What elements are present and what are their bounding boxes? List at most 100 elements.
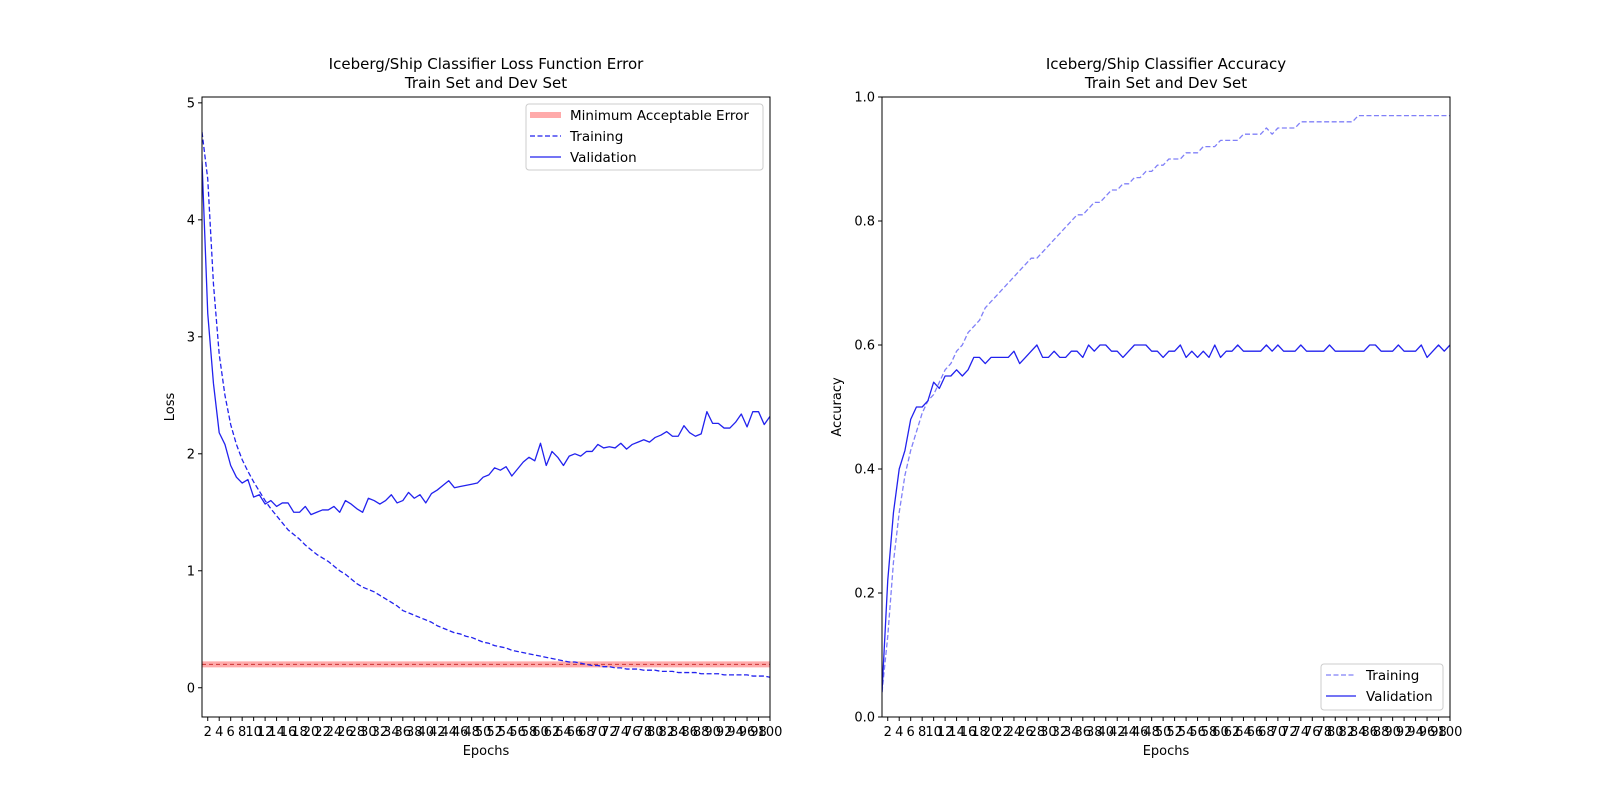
x-tick-label: 70 — [1270, 725, 1287, 740]
y-tick-label: 0 — [187, 681, 195, 696]
accuracy-chart-title-line2: Train Set and Dev Set — [1084, 74, 1247, 92]
x-tick-label: 26 — [1017, 725, 1034, 740]
x-tick-label: 88 — [1373, 725, 1390, 740]
x-tick-label: 96 — [1419, 725, 1436, 740]
x-tick-label: 42 — [1109, 725, 1126, 740]
y-tick-label: 4 — [187, 213, 195, 228]
y-tick-label: 0.8 — [854, 215, 875, 230]
x-tick-label: 50 — [1155, 725, 1172, 740]
accuracy-chart-legend: Training Validation — [1320, 663, 1444, 711]
x-tick-label: 72 — [1281, 725, 1298, 740]
x-tick-label: 12 — [937, 725, 954, 740]
accuracy-chart-ylabel: Accuracy — [830, 377, 845, 437]
accuracy-chart: Iceberg/Ship Classifier Accuracy Train S… — [830, 55, 1462, 759]
x-tick-label: 20 — [983, 725, 1000, 740]
x-tick-label: 30 — [1040, 725, 1057, 740]
x-tick-label: 58 — [1201, 725, 1218, 740]
x-tick-label: 40 — [417, 725, 434, 740]
x-tick-label: 6 — [907, 725, 915, 740]
x-tick-label: 68 — [578, 725, 595, 740]
x-tick-label: 14 — [948, 725, 965, 740]
x-tick-label: 100 — [1438, 725, 1463, 740]
accuracy-chart-title-line1: Iceberg/Ship Classifier Accuracy — [1046, 55, 1286, 73]
y-tick-label: 0.6 — [854, 339, 875, 354]
x-tick-label: 28 — [349, 725, 366, 740]
x-tick-label: 48 — [463, 725, 480, 740]
x-tick-label: 94 — [727, 725, 744, 740]
x-tick-label: 6 — [227, 725, 235, 740]
x-tick-label: 16 — [960, 725, 977, 740]
x-tick-label: 34 — [383, 725, 400, 740]
x-tick-label: 48 — [1143, 725, 1160, 740]
accuracy-series-validation-line — [882, 344, 1450, 693]
x-tick-label: 66 — [567, 725, 584, 740]
x-tick-label: 8 — [238, 725, 246, 740]
x-tick-label: 78 — [636, 725, 653, 740]
x-tick-label: 52 — [486, 725, 503, 740]
x-tick-label: 54 — [498, 725, 515, 740]
x-tick-label: 22 — [314, 725, 331, 740]
x-tick-label: 24 — [326, 725, 343, 740]
y-tick-label: 1.0 — [854, 91, 875, 106]
loss-series-training-line — [202, 132, 770, 678]
legend-label-validation: Validation — [570, 150, 637, 166]
x-tick-label: 38 — [406, 725, 423, 740]
x-tick-label: 58 — [521, 725, 538, 740]
x-tick-label: 64 — [555, 725, 572, 740]
y-tick-label: 3 — [187, 330, 195, 345]
x-tick-label: 10 — [245, 725, 262, 740]
x-tick-label: 76 — [624, 725, 641, 740]
x-tick-label: 100 — [758, 725, 783, 740]
x-tick-label: 90 — [704, 725, 721, 740]
x-tick-label: 8 — [918, 725, 926, 740]
x-tick-label: 74 — [1293, 725, 1310, 740]
x-tick-label: 32 — [372, 725, 389, 740]
accuracy-chart-xlabel: Epochs — [1143, 744, 1190, 759]
x-tick-label: 90 — [1384, 725, 1401, 740]
x-tick-label: 88 — [693, 725, 710, 740]
x-tick-label: 80 — [647, 725, 664, 740]
loss-chart: Iceberg/Ship Classifier Loss Function Er… — [163, 55, 782, 759]
x-tick-label: 50 — [475, 725, 492, 740]
legend-label-min-error: Minimum Acceptable Error — [570, 108, 749, 124]
loss-chart-xlabel: Epochs — [463, 744, 510, 759]
x-tick-label: 56 — [1189, 725, 1206, 740]
x-tick-label: 40 — [1097, 725, 1114, 740]
x-tick-label: 44 — [1120, 725, 1137, 740]
x-tick-label: 16 — [280, 725, 297, 740]
x-tick-label: 98 — [1430, 725, 1447, 740]
x-tick-label: 62 — [1224, 725, 1241, 740]
x-tick-label: 42 — [429, 725, 446, 740]
loss-chart-frame — [201, 96, 771, 718]
x-tick-label: 10 — [925, 725, 942, 740]
x-tick-label: 74 — [613, 725, 630, 740]
accuracy-chart-frame — [881, 96, 1451, 718]
y-tick-label: 0.0 — [854, 711, 875, 726]
x-tick-label: 78 — [1316, 725, 1333, 740]
x-tick-label: 92 — [1396, 725, 1413, 740]
loss-series-validation-line — [202, 161, 770, 516]
x-tick-label: 4 — [895, 725, 903, 740]
x-tick-label: 56 — [509, 725, 526, 740]
x-tick-label: 80 — [1327, 725, 1344, 740]
x-tick-label: 28 — [1029, 725, 1046, 740]
y-tick-label: 1 — [187, 564, 195, 579]
x-tick-label: 68 — [1258, 725, 1275, 740]
legend-label-training: Training — [569, 129, 623, 145]
x-tick-label: 92 — [716, 725, 733, 740]
x-tick-label: 60 — [532, 725, 549, 740]
x-tick-label: 2 — [884, 725, 892, 740]
x-tick-label: 94 — [1407, 725, 1424, 740]
x-tick-label: 46 — [452, 725, 469, 740]
x-tick-label: 34 — [1063, 725, 1080, 740]
x-tick-label: 14 — [268, 725, 285, 740]
x-tick-label: 30 — [360, 725, 377, 740]
x-tick-label: 24 — [1006, 725, 1023, 740]
legend-label-training: Training — [1365, 668, 1419, 684]
x-tick-label: 36 — [1075, 725, 1092, 740]
x-tick-label: 18 — [291, 725, 308, 740]
x-tick-label: 98 — [750, 725, 767, 740]
x-tick-label: 82 — [658, 725, 675, 740]
y-tick-label: 5 — [187, 96, 195, 111]
